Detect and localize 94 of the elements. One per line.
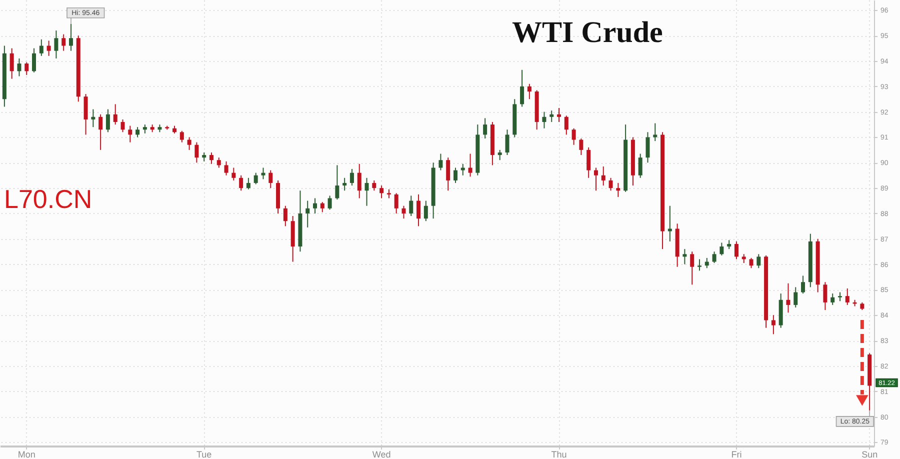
candlestick [616, 182, 620, 198]
candlestick [306, 200, 310, 228]
x-tick-label: Fri [731, 450, 742, 459]
candlestick [483, 118, 488, 139]
candlestick [697, 258, 702, 272]
candlestick [830, 293, 835, 306]
candlestick [424, 200, 428, 222]
candlestick [579, 138, 584, 156]
candlestick [690, 251, 694, 286]
candlestick [801, 275, 806, 294]
candlestick [312, 198, 317, 214]
candlestick [756, 254, 761, 269]
candlestick [320, 202, 324, 213]
candlestick [128, 125, 132, 143]
candlestick [786, 282, 790, 314]
candlestick [416, 194, 421, 227]
candlestick [120, 118, 125, 133]
candlestick [113, 104, 118, 126]
x-tick-label: Mon [18, 450, 36, 459]
candlestick [84, 94, 88, 136]
candlestick [54, 30, 58, 59]
candlestick [268, 170, 273, 189]
candlestick [350, 168, 354, 186]
candlestick [380, 185, 384, 199]
candlestick [394, 192, 398, 214]
candlestick [98, 114, 103, 150]
candlestick [498, 149, 502, 161]
candlestick [572, 128, 576, 146]
candlestick [17, 58, 22, 77]
candlestick [771, 314, 776, 335]
candlestick [91, 108, 96, 128]
candlestick [261, 167, 266, 180]
candlestick [704, 257, 709, 269]
candlestick [402, 205, 406, 220]
candlestick [505, 129, 510, 156]
candlestick [668, 205, 672, 242]
candlestick [32, 48, 36, 73]
candlestick [372, 180, 376, 192]
candlestick [586, 146, 591, 178]
x-tick-label: Wed [372, 450, 391, 459]
candlestick [254, 172, 258, 185]
candlestick [720, 242, 724, 256]
candlestick [550, 110, 554, 122]
candlestick [468, 153, 472, 178]
candlestick [542, 111, 546, 129]
candlestick [794, 286, 798, 308]
candlestick [453, 167, 458, 184]
candlestick [749, 257, 754, 269]
candlestick [209, 152, 214, 164]
candlestick [62, 34, 66, 52]
candlestick [409, 195, 414, 217]
candlestick [527, 83, 532, 100]
candlestick [106, 108, 110, 133]
candlestick [39, 38, 44, 56]
candlestick [194, 142, 199, 164]
candlestick [232, 167, 236, 181]
candlestick [224, 160, 228, 176]
candlestick [638, 153, 642, 178]
text: WTI Crude [512, 16, 663, 49]
candlestick [357, 163, 362, 199]
candlestick [136, 126, 140, 138]
candlestick [364, 177, 369, 206]
candlestick [246, 177, 250, 190]
candlestick [239, 174, 244, 192]
candlestick [446, 157, 450, 192]
candlestick [438, 153, 443, 171]
candlestick [712, 251, 716, 264]
candlestick [187, 136, 192, 150]
candlestick [601, 166, 606, 186]
candlestick [328, 195, 332, 210]
candlestick [823, 282, 828, 311]
candlestick [520, 69, 524, 108]
candlestick [216, 157, 221, 168]
candlestick [10, 48, 14, 80]
annotation: L70.CN [4, 184, 92, 214]
candlestick [564, 115, 568, 136]
candlestick [653, 122, 658, 142]
candlestick [734, 240, 738, 260]
candlestick [180, 130, 184, 143]
candlestick [335, 164, 340, 200]
candlestick [460, 163, 465, 176]
candlestick [608, 177, 613, 192]
candlestick [283, 205, 288, 227]
x-tick-label: Sun [862, 450, 878, 459]
candlestick [24, 62, 29, 76]
candlestick [646, 132, 650, 164]
candlestick [594, 167, 598, 192]
x-tick-label: Tue [196, 450, 212, 459]
candlestick [46, 40, 51, 56]
candlestick [845, 288, 850, 306]
x-tick-label: Thu [551, 450, 567, 459]
candlestick [342, 177, 347, 192]
candlestick [682, 248, 687, 265]
candlestick [557, 108, 562, 122]
